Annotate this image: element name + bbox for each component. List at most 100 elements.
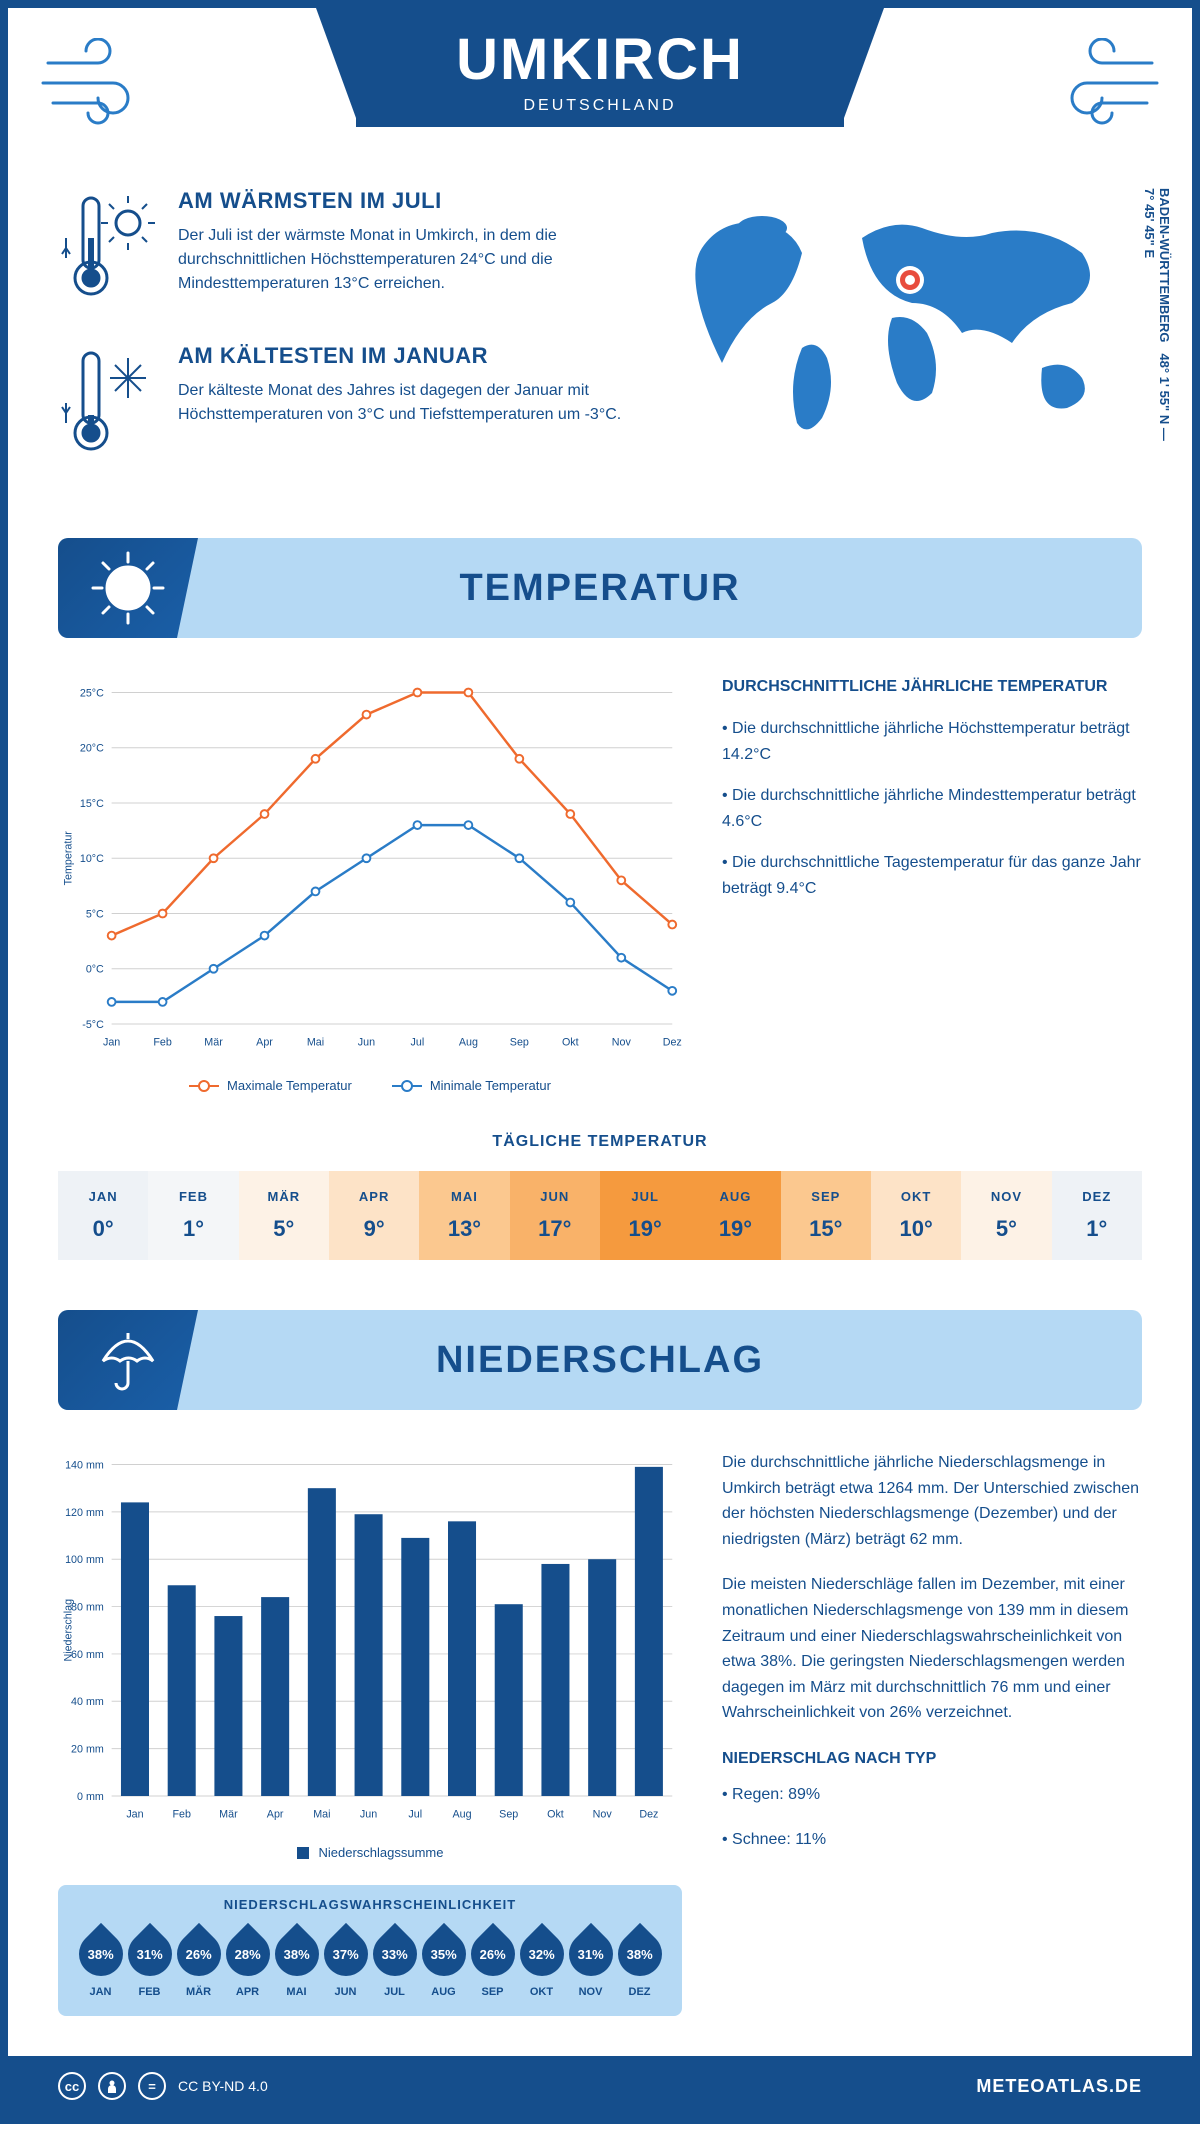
svg-text:Aug: Aug xyxy=(452,1808,471,1820)
svg-text:Jul: Jul xyxy=(411,1036,425,1048)
page: UMKIRCH DEUTSCHLAND AM WÄRMSTEN IM JULI … xyxy=(0,0,1200,2124)
svg-text:Nov: Nov xyxy=(612,1036,632,1048)
temp-cell: NOV5° xyxy=(961,1171,1051,1260)
svg-text:100 mm: 100 mm xyxy=(65,1554,104,1566)
svg-text:Aug: Aug xyxy=(459,1036,478,1048)
temp-cell: JUL19° xyxy=(600,1171,690,1260)
temperature-legend: Maximale Temperatur Minimale Temperatur xyxy=(58,1078,682,1093)
footer: cc = CC BY-ND 4.0 METEOATLAS.DE xyxy=(8,2056,1192,2116)
svg-text:Temperatur: Temperatur xyxy=(63,831,75,886)
coordinates: BADEN-WÜRTTEMBERG 48° 1' 55" N — 7° 45' … xyxy=(1142,188,1172,448)
world-map-icon xyxy=(662,188,1142,448)
svg-text:40 mm: 40 mm xyxy=(71,1696,104,1708)
page-subtitle: DEUTSCHLAND xyxy=(456,97,744,115)
svg-text:5°C: 5°C xyxy=(86,908,104,920)
svg-text:0 mm: 0 mm xyxy=(77,1791,104,1803)
temp-cell: DEZ1° xyxy=(1052,1171,1142,1260)
site-name: METEOATLAS.DE xyxy=(976,2076,1142,2097)
svg-text:10°C: 10°C xyxy=(80,853,104,865)
svg-text:Mai: Mai xyxy=(307,1036,324,1048)
wind-icon xyxy=(1042,38,1162,133)
nd-icon: = xyxy=(138,2072,166,2100)
license-text: CC BY-ND 4.0 xyxy=(178,2078,268,2094)
intro-section: AM WÄRMSTEN IM JULI Der Juli ist der wär… xyxy=(58,188,1142,498)
precip-drop: 31%FEB xyxy=(125,1924,174,1998)
svg-text:Jun: Jun xyxy=(358,1036,375,1048)
coldest-fact: AM KÄLTESTEN IM JANUAR Der kälteste Mona… xyxy=(58,343,622,468)
svg-text:25°C: 25°C xyxy=(80,687,104,699)
svg-text:Mär: Mär xyxy=(204,1036,223,1048)
temperature-title: TEMPERATUR xyxy=(198,567,1142,610)
header: UMKIRCH DEUTSCHLAND xyxy=(8,8,1192,188)
coldest-text: Der kälteste Monat des Jahres ist dagege… xyxy=(178,379,622,427)
svg-text:15°C: 15°C xyxy=(80,798,104,810)
temp-cell: MAI13° xyxy=(419,1171,509,1260)
temp-cell: APR9° xyxy=(329,1171,419,1260)
warmest-title: AM WÄRMSTEN IM JULI xyxy=(178,188,622,214)
svg-text:20 mm: 20 mm xyxy=(71,1744,104,1756)
svg-text:Nov: Nov xyxy=(593,1808,613,1820)
warmest-fact: AM WÄRMSTEN IM JULI Der Juli ist der wär… xyxy=(58,188,622,313)
temperature-chart: -5°C 0°C 5°C 10°C 15°C 20°C 25°C Jan Feb Mär Apr Ma… xyxy=(58,678,682,1093)
precip-drop: 26%SEP xyxy=(468,1924,517,1998)
svg-text:Mär: Mär xyxy=(219,1808,238,1820)
svg-text:Okt: Okt xyxy=(562,1036,579,1048)
svg-text:Dez: Dez xyxy=(639,1808,658,1820)
warmest-text: Der Juli ist der wärmste Monat in Umkirc… xyxy=(178,224,622,296)
temp-cell: AUG19° xyxy=(690,1171,780,1260)
precip-drop: 28%APR xyxy=(223,1924,272,1998)
svg-text:Jan: Jan xyxy=(103,1036,120,1048)
svg-text:120 mm: 120 mm xyxy=(65,1507,104,1519)
temp-cell: OKT10° xyxy=(871,1171,961,1260)
svg-text:140 mm: 140 mm xyxy=(65,1459,104,1471)
precip-title: NIEDERSCHLAG xyxy=(198,1339,1142,1382)
svg-text:80 mm: 80 mm xyxy=(71,1601,104,1613)
temperature-info: DURCHSCHNITTLICHE JÄHRLICHE TEMPERATUR •… xyxy=(722,678,1142,1093)
precip-drop: 31%NOV xyxy=(566,1924,615,1998)
svg-text:Niederschlag: Niederschlag xyxy=(63,1599,75,1662)
world-map-panel: BADEN-WÜRTTEMBERG 48° 1' 55" N — 7° 45' … xyxy=(662,188,1142,498)
precip-drop: 38%DEZ xyxy=(615,1924,664,1998)
svg-text:-5°C: -5°C xyxy=(82,1019,104,1031)
svg-text:Sep: Sep xyxy=(499,1808,518,1820)
precip-drop: 38%JAN xyxy=(76,1924,125,1998)
precip-legend: Niederschlagssumme xyxy=(58,1845,682,1860)
wind-icon xyxy=(38,38,158,133)
svg-text:Okt: Okt xyxy=(547,1808,564,1820)
svg-text:Feb: Feb xyxy=(153,1036,172,1048)
precip-section-header: NIEDERSCHLAG xyxy=(58,1310,1142,1410)
page-title: UMKIRCH xyxy=(456,26,744,93)
temp-cell: FEB1° xyxy=(148,1171,238,1260)
precip-drop: 33%JUL xyxy=(370,1924,419,1998)
cc-icon: cc xyxy=(58,2072,86,2100)
by-icon xyxy=(98,2072,126,2100)
daily-temp-title: TÄGLICHE TEMPERATUR xyxy=(58,1133,1142,1151)
precip-drop: 38%MAI xyxy=(272,1924,321,1998)
coldest-title: AM KÄLTESTEN IM JANUAR xyxy=(178,343,622,369)
svg-text:Sep: Sep xyxy=(510,1036,529,1048)
svg-text:Jul: Jul xyxy=(408,1808,422,1820)
svg-text:0°C: 0°C xyxy=(86,964,104,976)
daily-temp-table: JAN0°FEB1°MÄR5°APR9°MAI13°JUN17°JUL19°AU… xyxy=(58,1171,1142,1260)
precip-drop: 37%JUN xyxy=(321,1924,370,1998)
svg-text:Apr: Apr xyxy=(267,1808,284,1820)
svg-text:Apr: Apr xyxy=(256,1036,273,1048)
temperature-section-header: TEMPERATUR xyxy=(58,538,1142,638)
svg-text:20°C: 20°C xyxy=(80,743,104,755)
thermometer-cold-icon xyxy=(58,343,158,468)
temp-cell: JUN17° xyxy=(510,1171,600,1260)
precip-drop: 35%AUG xyxy=(419,1924,468,1998)
sun-icon xyxy=(58,538,198,638)
svg-text:Feb: Feb xyxy=(172,1808,191,1820)
temp-cell: MÄR5° xyxy=(239,1171,329,1260)
svg-text:Mai: Mai xyxy=(313,1808,330,1820)
precip-probability-box: NIEDERSCHLAGSWAHRSCHEINLICHKEIT 38%JAN31… xyxy=(58,1885,682,2016)
precip-drop: 32%OKT xyxy=(517,1924,566,1998)
svg-text:60 mm: 60 mm xyxy=(71,1649,104,1661)
precip-info: Die durchschnittliche jährliche Niedersc… xyxy=(722,1450,1142,2016)
temp-cell: JAN0° xyxy=(58,1171,148,1260)
thermometer-hot-icon xyxy=(58,188,158,313)
precip-drop: 26%MÄR xyxy=(174,1924,223,1998)
title-ribbon: UMKIRCH DEUTSCHLAND xyxy=(356,8,844,127)
svg-text:Dez: Dez xyxy=(663,1036,682,1048)
